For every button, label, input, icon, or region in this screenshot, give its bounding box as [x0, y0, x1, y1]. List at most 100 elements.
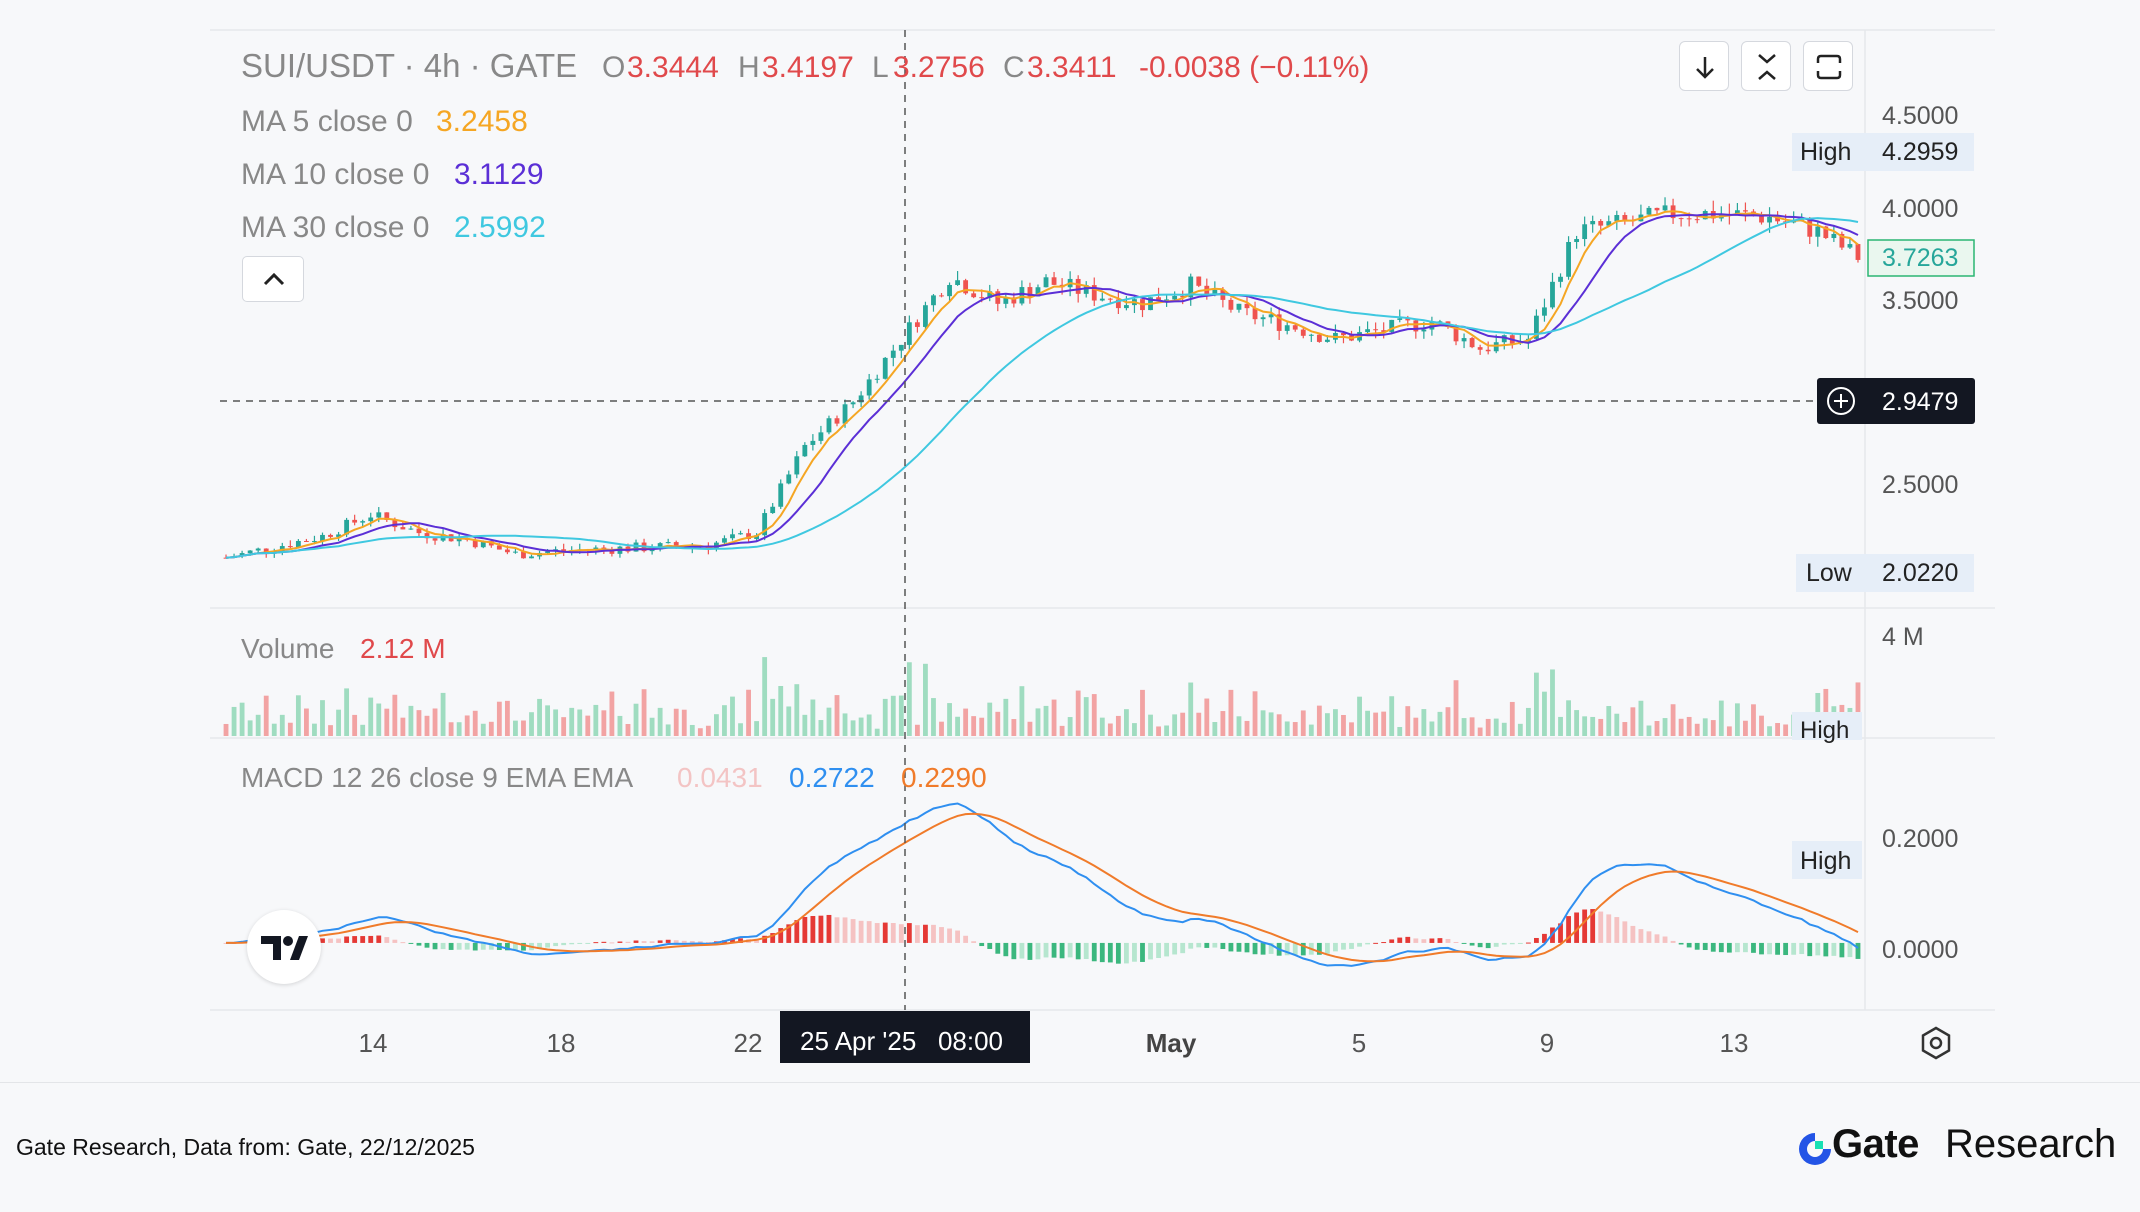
- macd-histogram-bar: [1783, 942, 1789, 956]
- volume-bar: [1751, 704, 1756, 736]
- volume-bar: [312, 723, 317, 736]
- macd-histogram-bar: [1003, 942, 1009, 957]
- volume-high-badge: High: [1792, 712, 1862, 744]
- macd-histogram-bar: [424, 942, 430, 948]
- time-tick: 13: [1720, 1028, 1749, 1058]
- macd-histogram-bar: [1180, 942, 1186, 954]
- volume-bar: [1662, 718, 1668, 736]
- volume-bar: [1252, 691, 1258, 736]
- collapse-legend-button[interactable]: [242, 256, 304, 302]
- macd-histogram-bar: [1582, 909, 1588, 943]
- macd-histogram-bar: [1598, 911, 1604, 943]
- macd-histogram-bar: [955, 930, 960, 943]
- volume-bar: [601, 710, 607, 736]
- crosshair-price-badge: 2.9479: [1817, 378, 1975, 424]
- volume-bar: [1710, 720, 1716, 736]
- candle: [955, 271, 960, 286]
- volume-bar: [1509, 701, 1515, 736]
- candle: [923, 301, 928, 330]
- candle: [609, 546, 615, 557]
- macd-histogram-bar: [778, 928, 784, 943]
- ma30-line: [225, 217, 1859, 559]
- tradingview-logo[interactable]: [247, 910, 321, 984]
- download-button[interactable]: [1679, 41, 1729, 91]
- volume-bar: [1389, 696, 1395, 736]
- candle: [730, 528, 735, 541]
- volume-bar: [738, 723, 743, 736]
- macd-tick: 0.0000: [1882, 936, 1958, 964]
- macd-axis: 0.2000 0.0000: [1882, 825, 1958, 964]
- macd-histogram-bar: [826, 914, 832, 943]
- volume-bar: [1654, 721, 1660, 736]
- volume-bar: [625, 723, 631, 736]
- price-pane[interactable]: [223, 197, 1861, 560]
- volume-bar: [1646, 725, 1652, 736]
- macd-histogram-bar: [480, 942, 486, 950]
- volume-bar: [730, 696, 735, 736]
- macd-high-label: High: [1800, 847, 1851, 875]
- time-tick: 14: [359, 1028, 388, 1058]
- macd-histogram-bar: [1107, 942, 1113, 963]
- candle: [810, 434, 816, 451]
- footer-divider: [0, 1082, 2140, 1083]
- ma10-line: [225, 213, 1859, 559]
- volume-bar: [794, 684, 800, 736]
- volume-bar: [295, 695, 301, 736]
- volume-bar: [1156, 726, 1161, 736]
- candle: [1743, 202, 1748, 222]
- macd-histogram-bar: [384, 937, 390, 943]
- macd-histogram-bar: [705, 941, 711, 943]
- settings-icon[interactable]: [1921, 1026, 1951, 1060]
- macd-histogram-bar: [1373, 942, 1379, 944]
- macd-histogram-bar: [1477, 942, 1483, 948]
- macd-histogram-bar: [810, 915, 816, 943]
- volume-bar: [1316, 705, 1322, 736]
- volume-bar: [448, 722, 454, 736]
- macd-histogram-bar: [1212, 942, 1218, 948]
- macd-histogram-bar: [1164, 942, 1170, 957]
- volume-bar: [1525, 707, 1531, 736]
- ma10-label: MA 10 close 0: [241, 158, 429, 191]
- volume-bar: [858, 717, 864, 736]
- macd-histogram-bar: [1534, 937, 1539, 943]
- volume-bar: [1284, 721, 1290, 736]
- macd-pane[interactable]: [223, 802, 1861, 967]
- macd-histogram-bar: [1059, 942, 1065, 959]
- macd-histogram-bar: [1381, 942, 1387, 944]
- volume-bar: [1582, 716, 1588, 736]
- candle: [898, 344, 904, 359]
- volume-bar: [1204, 698, 1210, 736]
- volume-bar: [931, 698, 936, 736]
- macd-histogram-bar: [1654, 934, 1660, 943]
- macd-histogram-bar: [561, 942, 567, 946]
- candle: [400, 521, 406, 530]
- volume-bar: [1357, 696, 1362, 736]
- volume-bar: [995, 711, 1001, 736]
- macd-signal-line: [226, 812, 1859, 963]
- volume-bar: [778, 685, 784, 736]
- price-axis: 4.5000 4.0000 3.5000 2.5000: [1882, 102, 1958, 499]
- fullscreen-button[interactable]: [1803, 41, 1853, 91]
- volume-bar: [874, 728, 880, 736]
- volume-bar: [1083, 697, 1089, 736]
- macd-histogram-bar: [1662, 936, 1668, 943]
- macd-histogram-bar: [1646, 931, 1652, 943]
- chart-legend: SUI/USDT · 4h · GATE O 3.3444 H 3.4197 L…: [241, 47, 1369, 793]
- candle: [890, 344, 896, 367]
- volume-pane[interactable]: [223, 657, 1861, 736]
- volume-bar: [440, 692, 446, 736]
- volume-bar: [1164, 725, 1170, 736]
- macd-signal-value: 0.2290: [901, 762, 987, 793]
- gate-logo-icon: [1799, 1133, 1831, 1165]
- macd-histogram-bar: [1341, 942, 1346, 950]
- macd-value: 0.2722: [789, 762, 875, 793]
- volume-bar: [665, 724, 671, 736]
- macd-histogram-bar: [1525, 942, 1531, 944]
- candle: [858, 391, 864, 407]
- volume-bar: [1550, 669, 1555, 736]
- volume-bar: [1453, 680, 1459, 736]
- candle: [1662, 197, 1668, 212]
- macd-histogram-bar: [593, 942, 599, 944]
- fit-button[interactable]: [1741, 41, 1791, 91]
- volume-bar: [762, 657, 768, 736]
